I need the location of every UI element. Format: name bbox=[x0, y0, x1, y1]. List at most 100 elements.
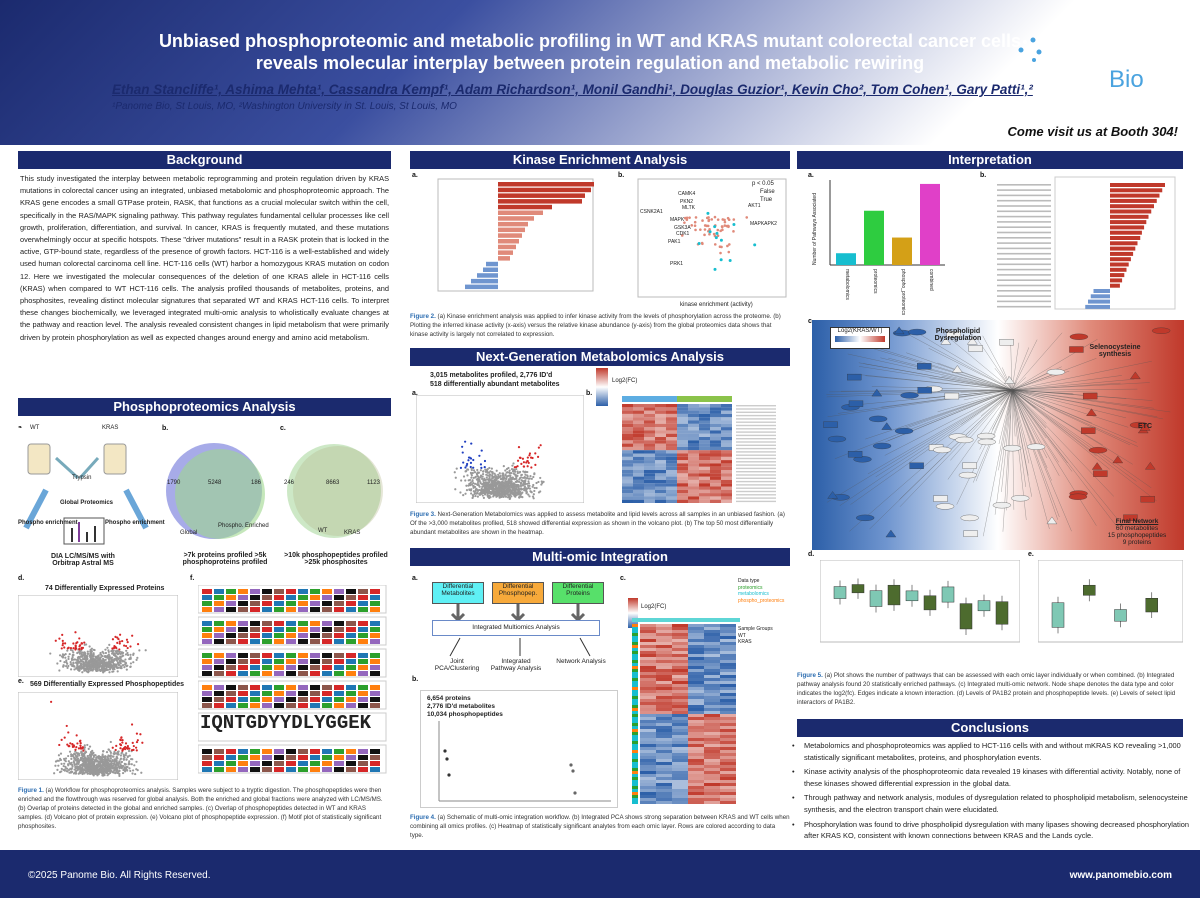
heat-cell bbox=[644, 410, 655, 414]
heat-cell bbox=[720, 723, 736, 726]
heat-cell bbox=[633, 463, 644, 467]
affiliations: ¹Panome Bio, St Louis, MO, ²Washington U… bbox=[112, 101, 457, 112]
volcano-point bbox=[491, 491, 494, 494]
heat-rowtype bbox=[632, 624, 638, 627]
volcano-point bbox=[63, 769, 67, 772]
heat-rowtype bbox=[632, 633, 638, 636]
heat-row-label bbox=[736, 457, 776, 460]
heat-cell bbox=[640, 681, 656, 684]
volcano-point bbox=[92, 761, 95, 764]
volcano-point bbox=[127, 749, 131, 753]
heat-cell bbox=[640, 696, 656, 699]
figure3-text: Next-Generation Metabolomics was applied… bbox=[410, 511, 785, 536]
heat-cell bbox=[640, 720, 656, 723]
volcano-point bbox=[125, 665, 128, 668]
volcano-point bbox=[487, 487, 490, 490]
volcano-point bbox=[117, 666, 120, 669]
volcano-point bbox=[500, 495, 503, 499]
heat-cell bbox=[656, 783, 672, 786]
lipid-boxplots bbox=[1038, 560, 1183, 643]
network-edge bbox=[1011, 389, 1129, 428]
motif-glyph bbox=[286, 601, 296, 606]
volcano-point bbox=[493, 472, 496, 475]
motif-glyph bbox=[250, 639, 260, 644]
volcano-point bbox=[75, 746, 78, 749]
volcano-point bbox=[470, 474, 473, 477]
heat-cell bbox=[721, 420, 732, 424]
network-node-metabolite bbox=[1152, 327, 1171, 334]
motif-glyph bbox=[334, 589, 344, 594]
heat-cell bbox=[640, 636, 656, 639]
volcano-point bbox=[139, 733, 142, 736]
heat-cell bbox=[688, 702, 704, 705]
heat-cell bbox=[710, 479, 721, 484]
volcano-point bbox=[135, 746, 138, 749]
heat-cell bbox=[622, 450, 633, 454]
network-edge bbox=[1011, 389, 1131, 446]
heat-cell bbox=[633, 473, 644, 477]
heat-cell bbox=[688, 726, 704, 729]
volcano-point bbox=[93, 759, 96, 762]
volcano-point bbox=[64, 760, 67, 763]
heat-cell bbox=[672, 639, 688, 642]
volcano-point bbox=[83, 748, 86, 751]
volcano-point bbox=[74, 646, 77, 649]
heat-cell bbox=[633, 479, 644, 484]
heat-cell bbox=[622, 427, 633, 431]
motif-glyph bbox=[226, 589, 236, 594]
heat-cell bbox=[704, 726, 720, 729]
heat-rowtype bbox=[632, 798, 638, 801]
volcano-point bbox=[499, 477, 502, 481]
motif-glyph bbox=[226, 607, 236, 612]
volcano-point bbox=[81, 671, 84, 674]
volcano-point bbox=[61, 639, 64, 642]
heat-cell bbox=[644, 463, 655, 467]
motif-glyph bbox=[214, 749, 224, 754]
motif-glyph bbox=[346, 627, 356, 632]
volcano-point bbox=[126, 651, 129, 655]
heat-cell bbox=[640, 678, 656, 681]
volcano-point bbox=[479, 476, 482, 479]
heat-rowtype bbox=[632, 720, 638, 723]
network-edge bbox=[880, 357, 1013, 391]
heat-cell bbox=[704, 798, 720, 801]
volcano-point bbox=[522, 465, 526, 468]
heat-cell bbox=[672, 648, 688, 651]
enrichment-bar bbox=[1110, 230, 1142, 235]
motif-glyph bbox=[226, 653, 236, 658]
volcano-point bbox=[68, 652, 71, 656]
pathway-category-label: proteomics bbox=[872, 269, 878, 294]
motif-glyph bbox=[310, 627, 320, 632]
heat-row-label bbox=[736, 424, 776, 427]
enrichment-label bbox=[997, 258, 1051, 260]
heat-cell bbox=[633, 486, 644, 490]
heat-cell bbox=[688, 645, 704, 648]
network-edge bbox=[1011, 389, 1068, 464]
motif-glyph bbox=[226, 691, 236, 696]
kinase-point-sig bbox=[713, 267, 717, 271]
heat-cell bbox=[688, 413, 699, 418]
motif-glyph bbox=[322, 659, 332, 664]
motif-glyph bbox=[298, 595, 308, 600]
volcano-point bbox=[523, 485, 527, 489]
network-node-metabolite bbox=[853, 456, 872, 463]
volcano-point bbox=[76, 641, 79, 644]
heat-cell bbox=[672, 642, 688, 645]
heat-cell bbox=[688, 654, 704, 657]
volcano-point bbox=[129, 769, 132, 773]
heat-cell bbox=[720, 762, 736, 765]
heat-cell bbox=[672, 633, 688, 636]
heat-cell bbox=[672, 690, 688, 693]
volcano-point bbox=[133, 764, 136, 767]
network-edge bbox=[1011, 361, 1152, 391]
motif-glyph bbox=[358, 639, 368, 644]
heat-cell bbox=[622, 489, 633, 494]
website-link[interactable]: www.panomebio.com bbox=[1069, 870, 1172, 881]
heat-cell bbox=[721, 446, 732, 451]
volcano-point bbox=[476, 489, 480, 492]
motif-glyph bbox=[334, 595, 344, 600]
kinase-point bbox=[720, 225, 724, 228]
volcano-point bbox=[129, 645, 132, 648]
heat-cell bbox=[710, 407, 721, 411]
volcano-point bbox=[81, 657, 85, 661]
